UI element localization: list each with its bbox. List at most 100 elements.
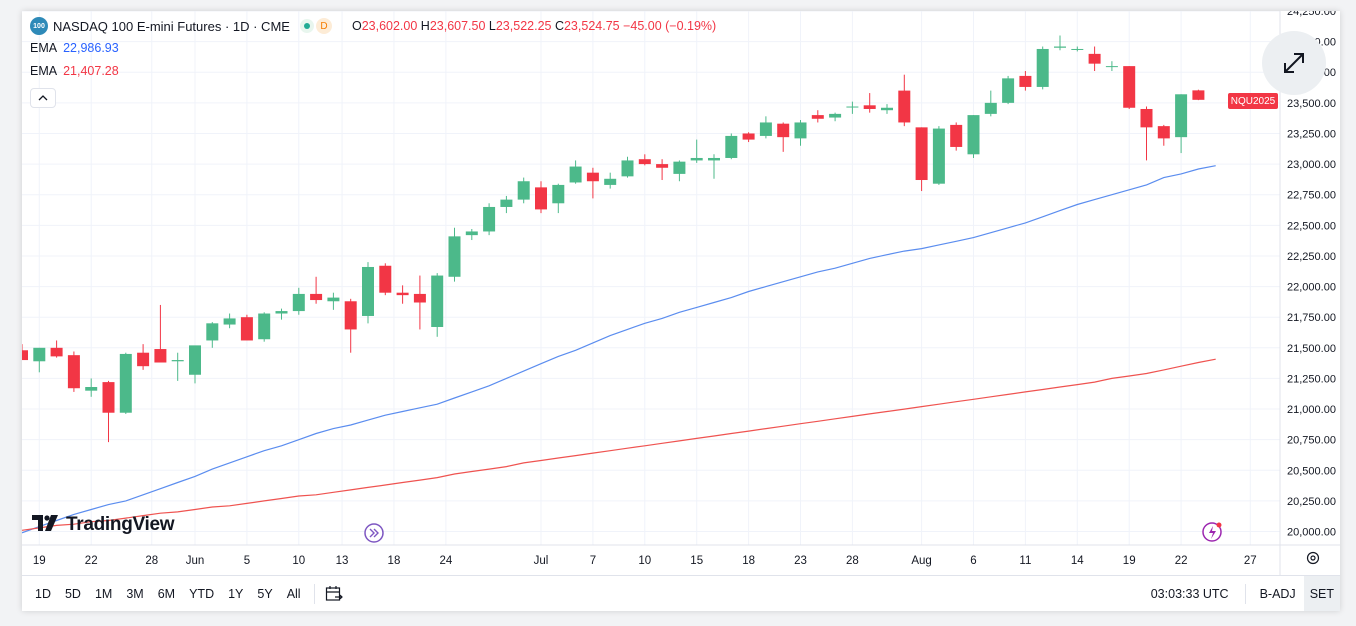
candle-body bbox=[310, 293, 323, 301]
time-tick-label: 18 bbox=[742, 555, 755, 567]
candle-body bbox=[1192, 90, 1205, 100]
time-tick-label: 19 bbox=[33, 555, 46, 567]
chart-settings-button[interactable] bbox=[1304, 549, 1322, 567]
range-ytd[interactable]: YTD bbox=[189, 587, 215, 601]
brand-name: TradingView bbox=[66, 514, 175, 535]
range-3m[interactable]: 3M bbox=[126, 587, 144, 601]
price-tick-label: 23,500.00 bbox=[1287, 98, 1336, 110]
candle-body bbox=[656, 164, 669, 168]
candle-body bbox=[950, 124, 963, 147]
candle-body bbox=[742, 133, 755, 140]
range-6m[interactable]: 6M bbox=[157, 587, 176, 601]
candle-body bbox=[1054, 46, 1066, 48]
price-tick-label: 22,500.00 bbox=[1287, 220, 1336, 232]
chart-widget[interactable]: 24,250.0024,000.0023,750.0023,500.0023,2… bbox=[22, 11, 1340, 611]
candle-body bbox=[1036, 48, 1049, 87]
candle-body bbox=[829, 113, 842, 118]
time-tick-label: 10 bbox=[292, 555, 305, 567]
symbol-title[interactable]: NASDAQ 100 E-mini Futures · 1D · CME bbox=[53, 18, 290, 34]
calendar-goto-icon bbox=[325, 586, 343, 601]
chevron-up-icon bbox=[38, 95, 48, 101]
toolbar-divider bbox=[1244, 584, 1246, 604]
candle-body bbox=[708, 157, 720, 161]
candle-body bbox=[483, 206, 496, 232]
price-tick-label: 20,250.00 bbox=[1287, 496, 1336, 508]
price-tick-label: 21,250.00 bbox=[1287, 373, 1336, 385]
time-tick-label: 11 bbox=[1019, 555, 1031, 567]
utc-clock[interactable]: 03:03:33 UTC bbox=[1150, 587, 1229, 601]
collapse-legend-button[interactable] bbox=[30, 88, 56, 108]
candle-body bbox=[1071, 48, 1084, 50]
range-5d[interactable]: 5D bbox=[64, 587, 81, 601]
candle-body bbox=[881, 107, 893, 111]
range-all[interactable]: All bbox=[286, 587, 301, 601]
data-delay-badge[interactable]: D bbox=[315, 18, 332, 34]
candle-body bbox=[22, 350, 28, 361]
session-toggle[interactable]: SET bbox=[1303, 576, 1340, 611]
candle-body bbox=[137, 352, 150, 367]
candle-body bbox=[119, 353, 132, 413]
indicator-ema-slow[interactable]: EMA 21,407.28 bbox=[30, 63, 119, 78]
candle-body bbox=[535, 187, 547, 210]
range-1m[interactable]: 1M bbox=[94, 587, 113, 601]
candle-body bbox=[500, 199, 513, 207]
candle-body bbox=[794, 122, 807, 139]
candle-body bbox=[984, 102, 997, 114]
candle-body bbox=[1088, 53, 1101, 64]
candle-body bbox=[517, 181, 530, 200]
time-tick-label: 22 bbox=[85, 555, 98, 567]
price-tick-label: 21,000.00 bbox=[1287, 404, 1336, 416]
adjustment-toggle[interactable]: B-ADJ bbox=[1259, 587, 1296, 601]
candle-body bbox=[465, 231, 478, 236]
candle-body bbox=[621, 160, 634, 177]
ohlc-values: O23,602.00 H23,607.50 L23,522.25 C23,524… bbox=[351, 19, 717, 33]
candle-body bbox=[154, 349, 167, 363]
range-selector: 1D 5D 1M 3M 6M YTD 1Y 5Y All bbox=[22, 580, 308, 608]
time-tick-label: Aug bbox=[911, 555, 931, 567]
tradingview-logo[interactable]: TradingView bbox=[32, 514, 175, 536]
market-status-icon[interactable] bbox=[299, 19, 314, 33]
candle-body bbox=[431, 275, 444, 327]
price-chart[interactable]: 24,250.0024,000.0023,750.0023,500.0023,2… bbox=[22, 11, 1340, 575]
candle-body bbox=[1002, 78, 1015, 103]
candle-body bbox=[552, 184, 565, 204]
price-tick-label: 23,250.00 bbox=[1287, 128, 1336, 140]
candle-body bbox=[898, 90, 911, 123]
time-tick-label: 13 bbox=[336, 555, 349, 567]
toolbar-divider bbox=[313, 584, 315, 604]
symbol-row[interactable]: 100 NASDAQ 100 E-mini Futures · 1D · CME… bbox=[30, 16, 716, 36]
contract-price-tag: NQU2025 bbox=[1228, 93, 1278, 109]
candle-body bbox=[292, 293, 305, 312]
candle-body bbox=[189, 345, 201, 375]
price-tick-label: 21,750.00 bbox=[1287, 312, 1336, 324]
price-tick-label: 22,250.00 bbox=[1287, 251, 1336, 263]
candle-body bbox=[1157, 126, 1170, 139]
time-tick-label: 18 bbox=[388, 555, 401, 567]
candle-body bbox=[811, 115, 824, 119]
candle-body bbox=[1175, 94, 1188, 138]
candle-body bbox=[1123, 66, 1136, 108]
candle-body bbox=[586, 172, 599, 182]
price-tick-label: 20,500.00 bbox=[1287, 465, 1336, 477]
candle-body bbox=[1105, 66, 1118, 68]
range-5y[interactable]: 5Y bbox=[257, 587, 273, 601]
time-tick-label: 14 bbox=[1071, 555, 1084, 567]
range-1y[interactable]: 1Y bbox=[228, 587, 244, 601]
candle-body bbox=[396, 292, 409, 296]
goto-date-button[interactable] bbox=[321, 581, 347, 607]
time-tick-label: Jul bbox=[534, 555, 549, 567]
time-tick-label: 28 bbox=[846, 555, 859, 567]
indicator-ema-fast[interactable]: EMA 22,986.93 bbox=[30, 40, 119, 55]
candle-body bbox=[1140, 108, 1153, 128]
time-tick-label: 5 bbox=[244, 555, 250, 567]
candle-body bbox=[258, 313, 271, 340]
candle-body bbox=[362, 266, 374, 316]
notification-dot bbox=[1216, 522, 1222, 528]
candle-body bbox=[223, 318, 236, 325]
candle-body bbox=[915, 127, 928, 181]
candle-body bbox=[777, 123, 790, 138]
range-1d[interactable]: 1D bbox=[35, 587, 51, 601]
price-tick-label: 22,750.00 bbox=[1287, 190, 1336, 202]
price-tick-label: 24,250.00 bbox=[1287, 11, 1336, 18]
fullscreen-button[interactable] bbox=[1262, 31, 1326, 95]
